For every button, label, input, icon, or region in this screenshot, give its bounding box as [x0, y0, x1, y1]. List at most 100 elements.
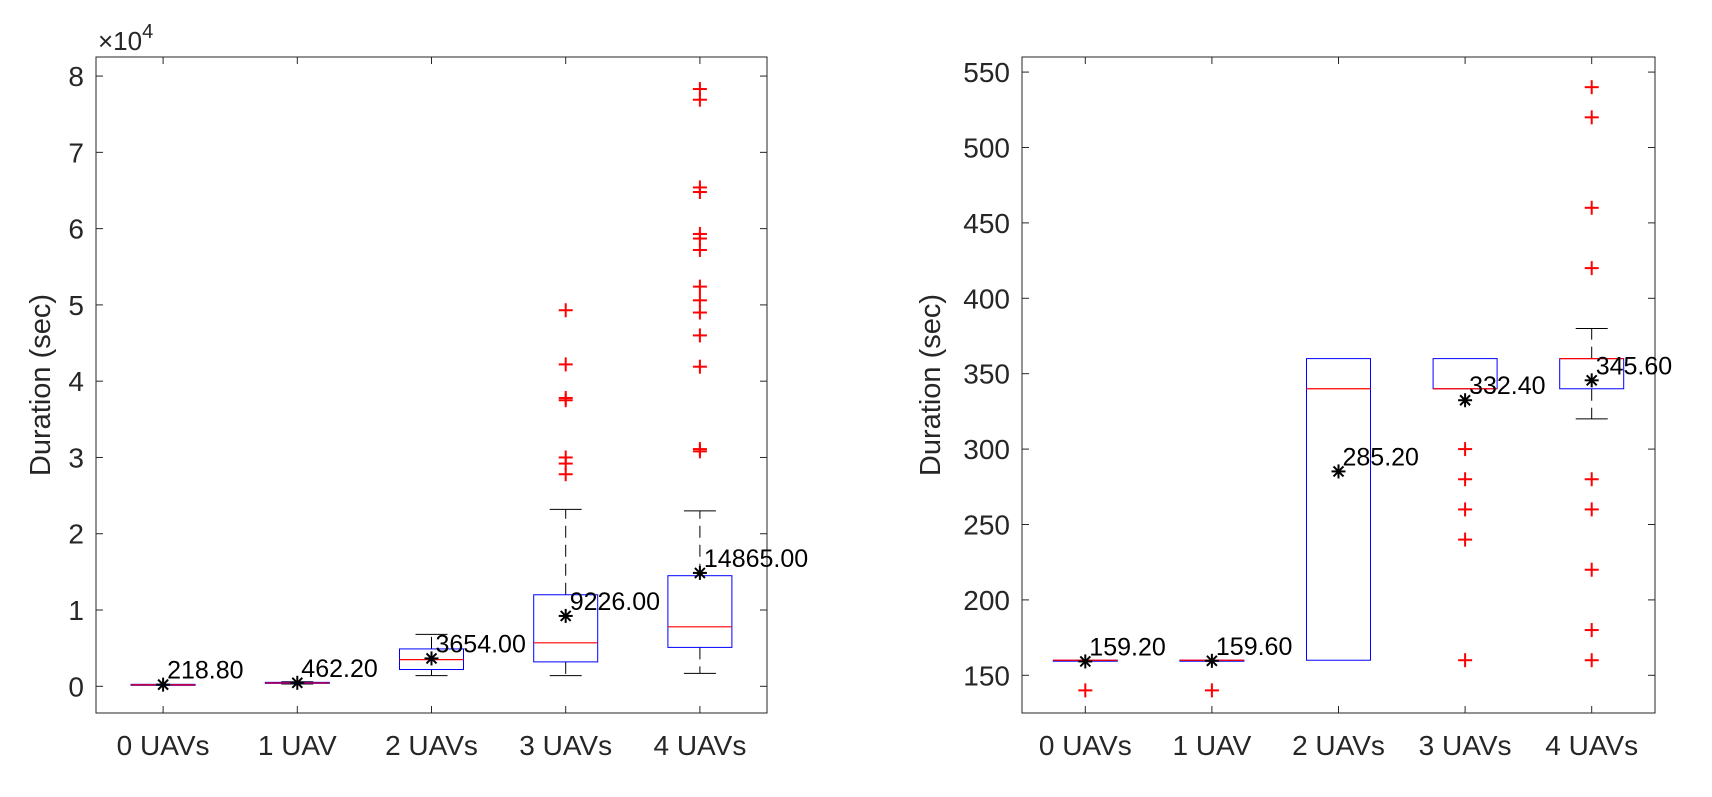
y-tick-label: 550: [963, 57, 1010, 88]
box-group: 159.20: [1052, 633, 1166, 698]
y-tick-label: 5: [68, 290, 84, 321]
box-group: 159.60: [1179, 633, 1292, 698]
y-tick-label: 400: [963, 283, 1010, 314]
mean-label: 14865.00: [704, 545, 808, 573]
outlier-marker: [1584, 261, 1599, 276]
outlier-marker: [692, 305, 707, 320]
outlier-marker: [1584, 472, 1599, 487]
outlier-marker: [1584, 110, 1599, 125]
box-group: 9226.00: [533, 303, 660, 677]
mean-marker: [290, 675, 305, 690]
x-tick-label: 4 UAVs: [1545, 730, 1638, 761]
outlier-marker: [692, 180, 707, 195]
outlier-marker: [692, 82, 707, 97]
mean-marker: [1331, 464, 1346, 479]
outlier-marker: [558, 357, 573, 372]
y-tick-label: 500: [963, 132, 1010, 163]
box-group: 332.40: [1432, 358, 1546, 668]
box-group: 462.20: [264, 655, 378, 690]
mean-marker: [692, 565, 707, 580]
box-iqr: [1306, 358, 1371, 661]
box-group: 345.60: [1559, 80, 1672, 668]
box-iqr: [667, 575, 733, 648]
y-exponent-base: ×10: [98, 26, 142, 56]
outlier-marker: [1584, 502, 1599, 517]
mean-marker: [1204, 653, 1219, 668]
mean-label: 159.20: [1089, 633, 1165, 661]
outlier-marker: [692, 328, 707, 343]
outlier-marker: [558, 450, 573, 465]
box-group: 285.20: [1306, 358, 1419, 661]
box-iqr: [533, 594, 599, 663]
x-tick-label: 3 UAVs: [1419, 730, 1512, 761]
y-tick-label: 0: [68, 671, 84, 702]
outlier-marker: [1458, 472, 1473, 487]
outlier-marker: [692, 359, 707, 374]
mean-label: 332.40: [1469, 372, 1545, 400]
x-tick-label: 2 UAVs: [385, 730, 478, 761]
mean-stroke: [1079, 655, 1092, 668]
mean-stroke: [1459, 394, 1471, 406]
mean-marker: [1584, 373, 1599, 388]
outlier-marker: [1584, 562, 1599, 577]
outlier-marker: [1078, 683, 1093, 698]
mean-label: 285.20: [1343, 443, 1419, 471]
y-tick-label: 4: [68, 366, 84, 397]
mean-stroke: [1332, 465, 1345, 478]
x-tick-label: 2 UAVs: [1292, 730, 1385, 761]
y-axis-label: Duration (sec): [25, 294, 57, 476]
outlier-marker: [558, 390, 573, 405]
y-tick-label: 250: [963, 509, 1010, 540]
y-tick-label: 2: [68, 519, 84, 550]
x-tick-label: 3 UAVs: [519, 730, 612, 761]
outlier-marker: [692, 226, 707, 241]
mean-stroke: [157, 678, 169, 691]
y-tick-label: 350: [963, 359, 1010, 390]
outlier-marker: [692, 442, 707, 457]
mean-stroke: [559, 610, 572, 622]
mean-stroke: [694, 567, 706, 579]
y-exponent-power: 4: [142, 21, 153, 43]
mean-marker: [558, 608, 573, 623]
y-exponent-label: ×104: [98, 21, 153, 56]
outlier-marker: [692, 279, 707, 294]
left-boxplot-chart: 0 1 2 3 4 5 6 7 8 0 UAVs 1 UAV 2 UAVs 3 UAVs 4 UAVs Du…: [25, 21, 808, 761]
box-group: 218.80: [130, 657, 244, 692]
axes-frame: [95, 56, 768, 714]
outlier-marker: [1584, 623, 1599, 638]
x-tick-label: 1 UAV: [1172, 730, 1251, 761]
outlier-marker: [1584, 653, 1599, 668]
y-axis-label: Duration (sec): [915, 294, 947, 476]
y-tick-label: 450: [963, 208, 1010, 239]
y-tick-label: 200: [963, 585, 1010, 616]
mean-stroke: [1206, 655, 1218, 667]
mean-stroke: [425, 652, 438, 665]
outlier-marker: [1204, 683, 1219, 698]
mean-label: 462.20: [301, 655, 377, 683]
outlier-marker: [1458, 502, 1473, 517]
mean-label: 345.60: [1596, 352, 1672, 380]
mean-label: 9226.00: [570, 588, 660, 616]
outlier-marker: [1458, 532, 1473, 547]
right-boxplot-chart: 150 200 250 300 350 400 450 500 550 0 UAVs 1 UAV 2 …: [915, 56, 1672, 761]
x-tick-label: 1 UAV: [258, 730, 337, 761]
y-tick-label: 7: [68, 137, 84, 168]
mean-label: 3654.00: [436, 630, 526, 658]
box-group: 14865.00: [667, 82, 808, 674]
x-tick-label: 0 UAVs: [1039, 730, 1132, 761]
mean-marker: [1458, 393, 1473, 408]
outlier-marker: [1458, 653, 1473, 668]
outlier-marker: [1584, 200, 1599, 215]
y-tick-label: 6: [68, 214, 84, 245]
mean-marker: [424, 651, 439, 666]
outlier-marker: [692, 293, 707, 308]
y-tick-label: 300: [963, 434, 1010, 465]
mean-marker: [1078, 654, 1093, 669]
x-tick-label: 4 UAVs: [653, 730, 746, 761]
mean-stroke: [1585, 374, 1598, 387]
y-tick-label: 8: [68, 61, 84, 92]
y-tick-label: 3: [68, 442, 84, 473]
x-tick-label: 0 UAVs: [117, 730, 210, 761]
y-tick-label: 1: [68, 595, 84, 626]
